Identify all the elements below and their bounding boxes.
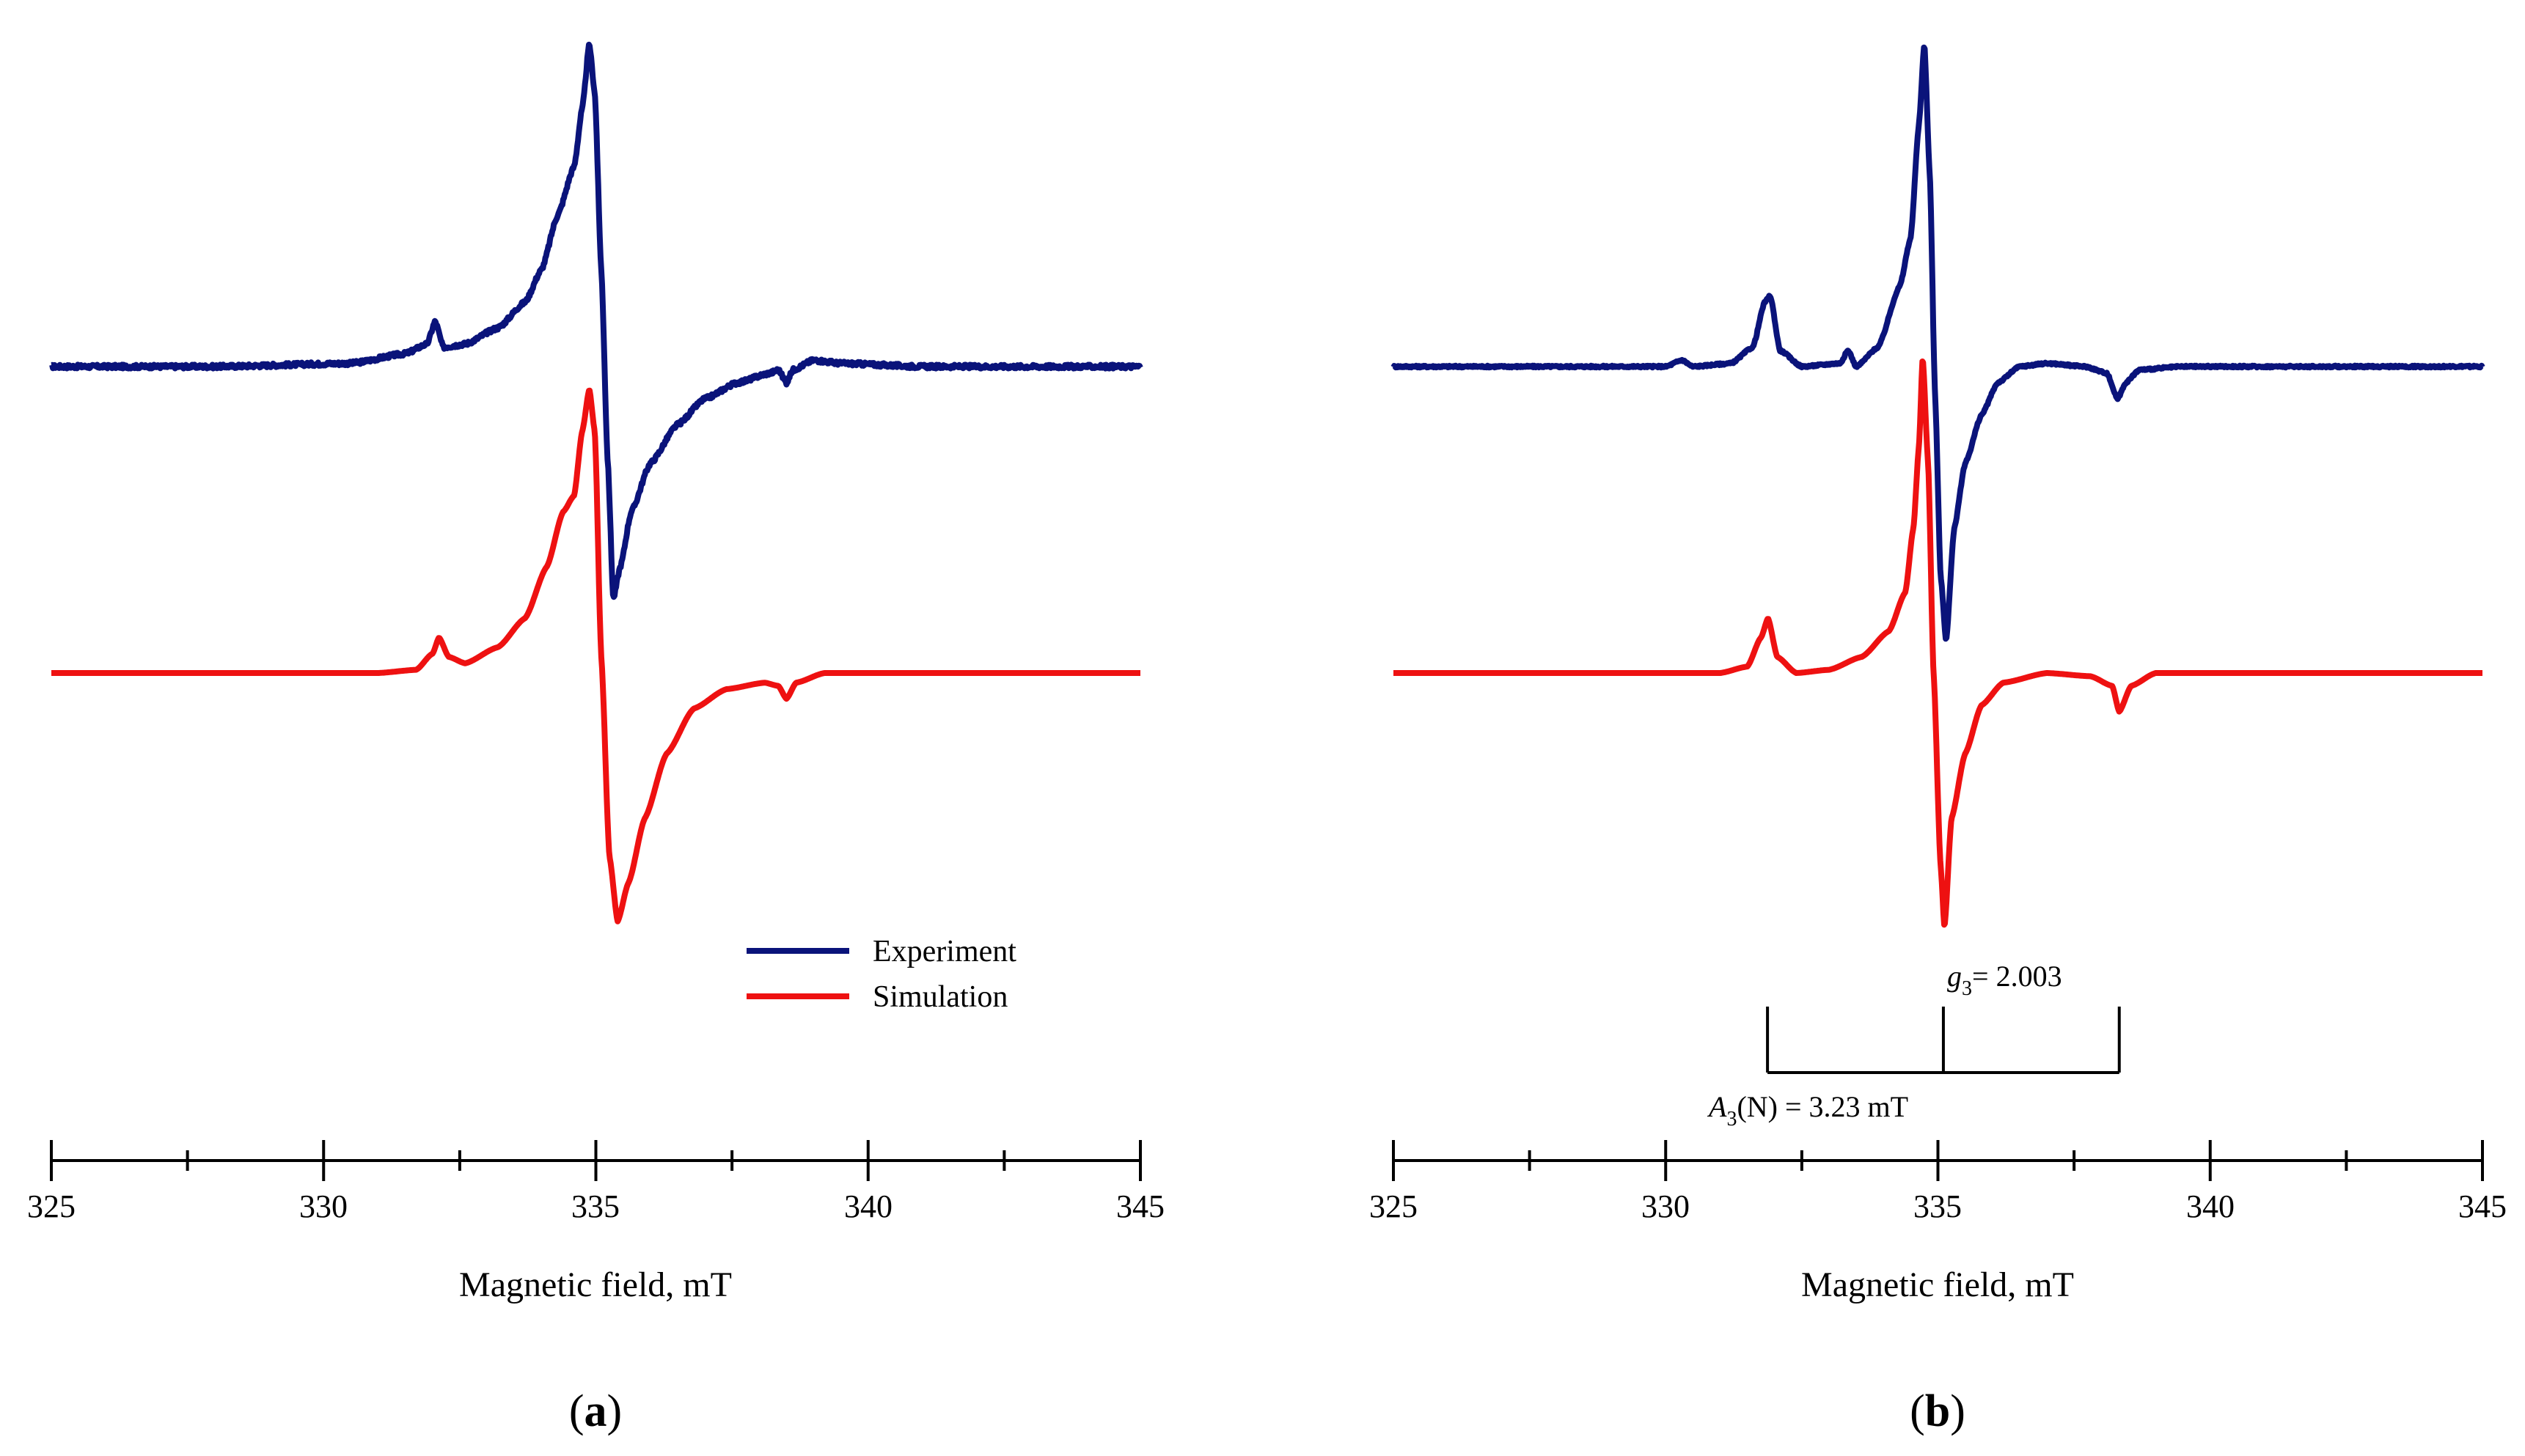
g-value-annotation: g3= 2.003 xyxy=(1947,960,2062,1000)
g-subscript: 3 xyxy=(1962,977,1972,1000)
panel-b-x-tick-label: 335 xyxy=(1913,1188,1962,1224)
panel-b-x-tick-label: 330 xyxy=(1641,1188,1690,1224)
legend: Experiment Simulation xyxy=(747,935,1016,1014)
panel-b-x-tick-label: 345 xyxy=(2458,1188,2507,1224)
panel-b-traces xyxy=(1390,44,2485,928)
svg-text:(b): (b) xyxy=(1910,1386,1965,1436)
g-symbol: g xyxy=(1947,960,1962,993)
panel-b-label: (b) xyxy=(1910,1386,1965,1436)
panel-a-x-tick-label: 325 xyxy=(27,1188,76,1224)
panel-a-series-experiment xyxy=(49,41,1143,600)
hyperfine-value: (N) = 3.23 mT xyxy=(1737,1090,1908,1123)
legend-label-simulation: Simulation xyxy=(873,980,1008,1014)
panel-a-x-ticks xyxy=(50,1140,1142,1181)
g-value: 2.003 xyxy=(1996,960,2062,993)
panel-b: 325 330 335 340 345 Magnetic field, mT (… xyxy=(1369,44,2507,1436)
panel-a: 325 330 335 340 345 Magnetic field, mT (… xyxy=(27,41,1165,1436)
panel-b-x-tick-label: 325 xyxy=(1369,1188,1418,1224)
hyperfine-subscript: 3 xyxy=(1726,1108,1737,1130)
panel-a-series-simulation xyxy=(49,387,1143,924)
panel-a-x-tick-label: 335 xyxy=(571,1188,620,1224)
panel-b-x-axis-title: Magnetic field, mT xyxy=(1801,1265,2074,1304)
panel-b-x-tick-label: 340 xyxy=(2186,1188,2235,1224)
panel-a-x-tick-label: 330 xyxy=(299,1188,348,1224)
panel-b-letter: b xyxy=(1925,1386,1950,1436)
panel-a-letter: a xyxy=(584,1386,607,1436)
panel-a-x-axis-title: Magnetic field, mT xyxy=(459,1265,732,1304)
legend-label-experiment: Experiment xyxy=(873,935,1016,968)
svg-text:(a): (a) xyxy=(569,1386,622,1436)
panel-b-x-ticks xyxy=(1392,1140,2484,1181)
panel-b-series-experiment xyxy=(1390,44,2485,642)
panel-a-traces xyxy=(49,41,1143,924)
panel-b-series-simulation xyxy=(1391,359,2485,928)
panel-a-x-tick-label: 345 xyxy=(1116,1188,1165,1224)
panel-a-x-tick-label: 340 xyxy=(844,1188,893,1224)
hyperfine-annotation: A3(N) = 3.23 mT xyxy=(1707,1090,1908,1130)
panel-a-label: (a) xyxy=(569,1386,622,1436)
hyperfine-stick-diagram xyxy=(1766,1007,2121,1074)
hyperfine-symbol: A xyxy=(1707,1090,1727,1123)
